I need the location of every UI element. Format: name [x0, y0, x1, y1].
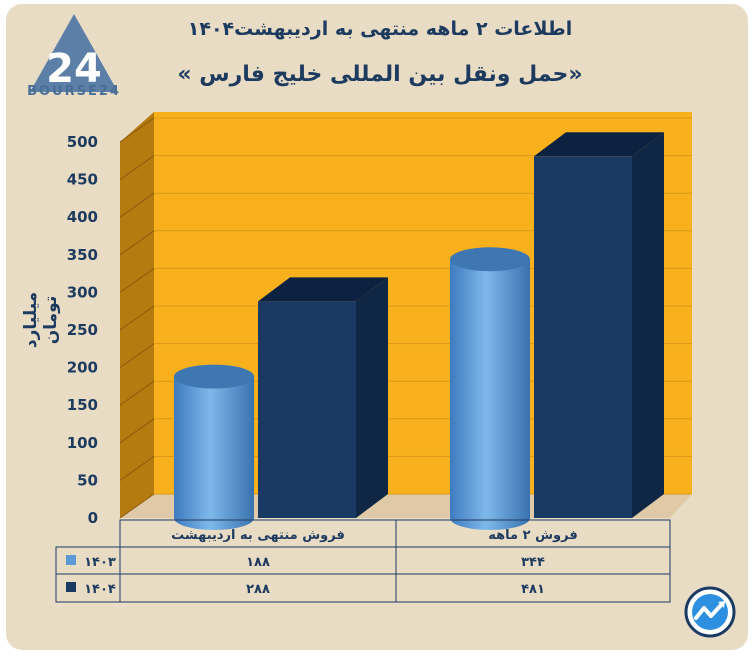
- bar-1404-1: [534, 132, 664, 518]
- y-axis-ticks: 0 50 100 150 200 250 300 350 400 450 500: [67, 133, 98, 527]
- data-table: فروش منتهی به اردیبهشت فروش ۲ ماهه ۱۴۰۳ ۱۸۸…: [55, 519, 671, 603]
- bar-1403-0: [174, 364, 254, 530]
- gridline-side: [119, 230, 155, 256]
- gridline-side: [119, 343, 155, 369]
- bar-1403-1: [450, 247, 530, 530]
- plot-side-wall: [120, 112, 154, 518]
- y-tick-label: 200: [67, 359, 98, 377]
- gridline-side: [119, 418, 155, 444]
- box-side: [632, 132, 664, 518]
- gridline-side: [119, 155, 155, 181]
- x-category-label: فروش منتهی به اردیبهشت: [171, 528, 345, 543]
- gridline-side: [119, 380, 155, 406]
- cylinder-top: [450, 247, 530, 272]
- legend-swatch: [66, 555, 76, 565]
- logo-text: BOURSE24: [27, 84, 121, 99]
- table-value: ۴۸۱: [521, 582, 545, 597]
- y-tick-label: 0: [88, 509, 98, 527]
- y-tick-label: 350: [67, 246, 98, 264]
- cylinder-body: [174, 376, 254, 530]
- bar-1404-0: [258, 277, 388, 518]
- y-tick-label: 450: [67, 171, 98, 189]
- box-front: [258, 301, 356, 518]
- chart-title: اطلاعات ۲ ماهه منتهی به اردیبهشت۱۴۰۴: [187, 18, 573, 40]
- y-tick-label: 250: [67, 321, 98, 339]
- legend-label: ۱۴۰۳: [84, 555, 116, 570]
- gridline-side: [119, 267, 155, 293]
- gridline-side: [119, 192, 155, 218]
- y-tick-label: 100: [67, 434, 98, 452]
- gridline-side: [119, 117, 155, 143]
- gridline-side: [119, 493, 155, 519]
- bars: [174, 132, 664, 530]
- y-tick-label: 400: [67, 208, 98, 226]
- trend-badge-icon: [684, 586, 736, 638]
- gridline-side: [119, 455, 155, 481]
- table-value: ۱۸۸: [246, 555, 270, 570]
- cylinder-body: [450, 259, 530, 530]
- table-value: ۳۴۴: [521, 555, 545, 570]
- box-top: [258, 277, 388, 302]
- table-value: ۲۸۸: [246, 582, 270, 597]
- y-tick-label: 500: [67, 133, 98, 151]
- logo-mark: 24: [46, 46, 102, 92]
- legend-label: ۱۴۰۴: [84, 582, 116, 597]
- box-top: [534, 132, 664, 157]
- box-side: [356, 277, 388, 518]
- chart-subtitle: «حمل ونقل بین المللی خلیج فارس »: [177, 62, 583, 87]
- gridline-side: [119, 305, 155, 331]
- y-tick-label: 50: [77, 471, 98, 489]
- y-tick-label: 150: [67, 396, 98, 414]
- box-front: [534, 156, 632, 518]
- legend-swatch: [66, 582, 76, 592]
- bourse24-logo: 24: [30, 14, 118, 92]
- x-category-label: فروش ۲ ماهه: [488, 528, 577, 543]
- cylinder-top: [174, 364, 254, 389]
- y-tick-label: 300: [67, 283, 98, 301]
